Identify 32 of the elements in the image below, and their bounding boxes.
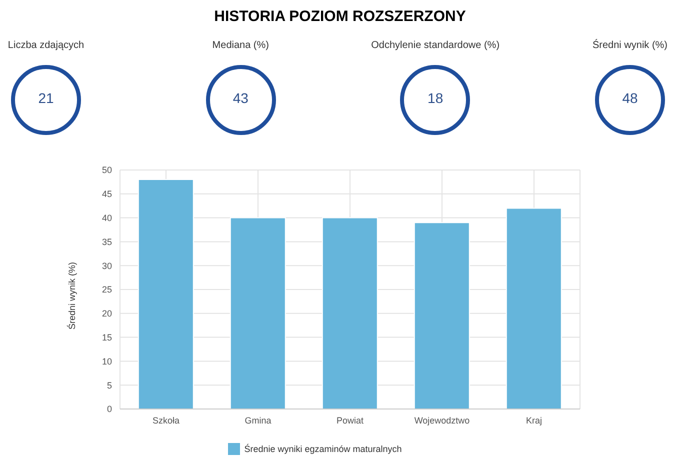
text: Mediana (%)	[212, 40, 269, 51]
text: 48	[621, 90, 639, 106]
y-tick-label: 40	[102, 212, 112, 223]
x-tick-label: Kraj	[526, 415, 542, 426]
y-tick-label: 50	[102, 165, 112, 176]
text: Średnie wyniki egzaminów maturalnych	[244, 444, 402, 454]
y-tick-label: 10	[102, 356, 112, 366]
text: 43	[232, 90, 250, 106]
y-tick-label: 20	[102, 308, 112, 319]
text: 21	[37, 90, 55, 106]
y-tick-label: 45	[102, 189, 112, 200]
x-tick-label: Wojewodztwo	[414, 415, 470, 426]
bar	[414, 222, 470, 409]
y-tick-label: 30	[102, 260, 112, 271]
bar	[322, 217, 378, 409]
y-tick-label: 35	[102, 236, 112, 247]
bar	[506, 208, 562, 409]
bar	[230, 217, 286, 409]
bar	[138, 179, 194, 409]
text: Średni wynik (%)	[592, 40, 668, 51]
y-tick-label: 0	[106, 404, 112, 414]
text: 18	[426, 90, 444, 106]
y-axis-title: Średni wynik (%)	[66, 262, 78, 330]
y-tick-label: 5	[106, 380, 112, 390]
text: HISTORIA POZIOM ROZSZERZONY	[213, 8, 467, 25]
x-tick-label: Powiat	[336, 415, 364, 426]
text: Liczba zdających	[8, 40, 84, 51]
x-tick-label: Gmina	[244, 415, 272, 426]
y-tick-label: 15	[102, 332, 112, 342]
x-tick-label: Szkoła	[152, 415, 180, 426]
text: Odchylenie standardowe (%)	[371, 40, 500, 51]
y-tick-label: 25	[102, 284, 112, 295]
